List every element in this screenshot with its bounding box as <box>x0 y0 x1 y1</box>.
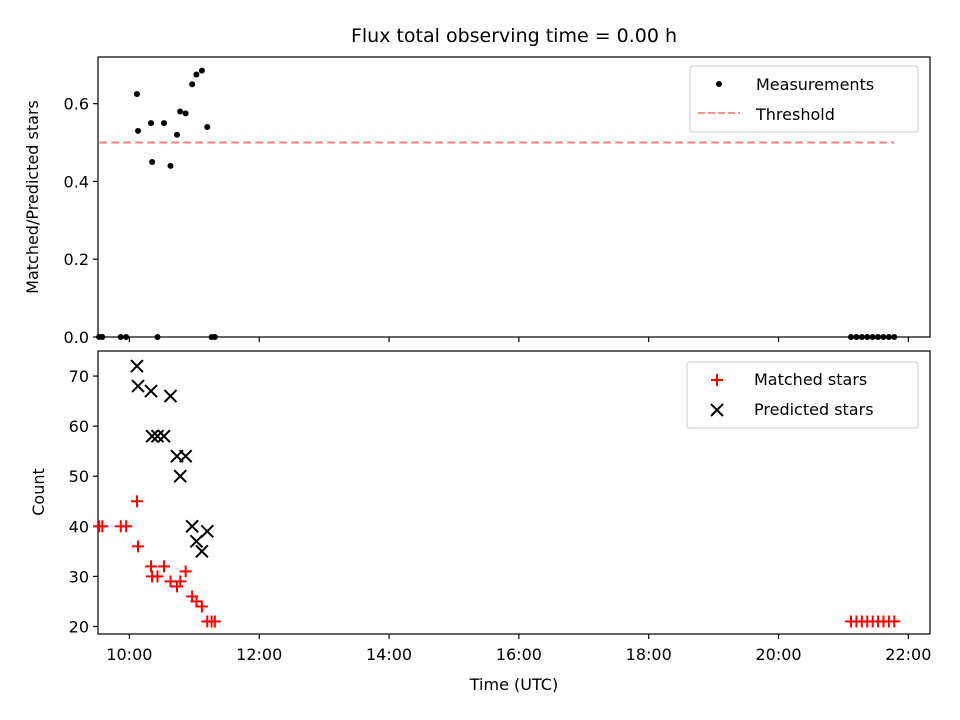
measurement-point <box>99 334 106 340</box>
matched-star-point <box>145 560 158 573</box>
x-tick-label: 16:00 <box>496 645 542 664</box>
bottom-plot-frame <box>97 350 931 635</box>
matched-star-point <box>132 540 145 553</box>
predicted-star-point <box>131 379 145 393</box>
y-tick-label: 40 <box>69 517 89 536</box>
matched-star-point <box>120 520 133 533</box>
top-y-axis-label: Matched/Predicted stars <box>23 100 42 294</box>
predicted-star-point <box>144 384 158 398</box>
matched-star-point <box>157 560 170 573</box>
y-tick-label: 0.2 <box>64 250 89 269</box>
matched-star-point <box>174 575 187 588</box>
top-axis-ticks: 0.0 0.2 0.4 0.6 <box>64 95 909 347</box>
measurement-point <box>211 334 218 340</box>
x-axis-label: Time (UTC) <box>469 675 558 694</box>
top-plot-frame <box>97 56 931 338</box>
measurement-point <box>869 334 876 340</box>
x-tick-label: 18:00 <box>626 645 672 664</box>
measurement-point <box>885 334 892 340</box>
measurement-point <box>880 334 887 340</box>
y-tick-label: 60 <box>69 417 89 436</box>
matched-star-point <box>151 570 164 583</box>
top-plot-marks <box>96 67 898 340</box>
y-tick-label: 0.6 <box>64 95 89 114</box>
top-legend: Measurements Threshold <box>689 65 919 133</box>
measurement-point <box>198 67 205 74</box>
legend-matched-marker <box>711 374 723 386</box>
legend-measurements-label: Measurements <box>756 75 874 94</box>
bottom-plot-marks <box>93 359 901 628</box>
measurement-point <box>848 334 855 340</box>
predicted-star-point <box>178 449 193 463</box>
predicted-star-point <box>157 429 171 443</box>
measurement-point <box>133 90 140 97</box>
measurement-point <box>177 108 184 115</box>
bottom-y-axis-label: Count <box>29 468 48 516</box>
y-tick-label: 70 <box>69 367 89 386</box>
matched-star-point <box>888 615 901 628</box>
x-tick-label: 14:00 <box>366 645 412 664</box>
bottom-panel: 20 30 40 50 60 70 10:00 12:00 14:00 16:00 18:00 20:… <box>29 350 932 694</box>
measurement-point <box>167 162 174 169</box>
predicted-star-point <box>145 429 159 443</box>
predicted-star-point <box>195 544 209 559</box>
legend-threshold-label: Threshold <box>755 105 835 124</box>
measurement-point <box>117 334 124 340</box>
measurement-point <box>189 81 196 88</box>
top-legend-box <box>689 65 919 133</box>
y-tick-label: 0.0 <box>64 328 89 347</box>
measurement-point <box>864 334 871 340</box>
legend-measurements-marker <box>716 81 722 87</box>
predicted-star-point <box>185 519 199 534</box>
x-tick-label: 10:00 <box>106 645 152 664</box>
measurement-point <box>123 334 130 340</box>
measurement-point <box>193 71 200 78</box>
chart-title: Flux total observing time = 0.00 h <box>351 25 677 47</box>
measurement-point <box>173 131 180 138</box>
x-tick-label: 12:00 <box>236 645 282 664</box>
predicted-star-point <box>189 534 204 549</box>
predicted-star-point <box>173 469 187 483</box>
x-tick-label: 22:00 <box>885 645 931 664</box>
predicted-star-point <box>163 389 178 403</box>
measurement-point <box>875 334 882 340</box>
matched-star-point <box>179 565 192 578</box>
y-tick-label: 0.4 <box>64 172 89 191</box>
top-panel: 0.0 0.2 0.4 0.6 Matched/Predicted stars Mea… <box>23 56 931 347</box>
matched-star-point <box>96 520 109 533</box>
matched-star-point <box>195 600 208 613</box>
matched-star-point <box>208 615 221 628</box>
measurement-point <box>160 120 167 127</box>
predicted-star-point <box>200 524 214 539</box>
measurement-point <box>149 159 156 165</box>
measurement-point <box>858 334 865 340</box>
bottom-legend: Matched stars Predicted stars <box>686 361 919 429</box>
matched-star-point <box>130 495 143 508</box>
measurement-point <box>148 120 155 127</box>
y-tick-label: 30 <box>69 567 89 586</box>
measurement-point <box>154 334 161 340</box>
bottom-legend-box <box>686 361 919 429</box>
legend-matched-label: Matched stars <box>754 370 867 389</box>
measurement-point <box>182 110 189 117</box>
measurement-point <box>853 334 860 340</box>
x-tick-label: 20:00 <box>755 645 801 664</box>
measurement-point <box>135 127 142 134</box>
measurement-point <box>204 124 211 130</box>
bottom-axis-ticks: 20 30 40 50 60 70 10:00 12:00 14:00 16:00 18:00 20:… <box>69 367 932 664</box>
legend-predicted-label: Predicted stars <box>754 400 874 419</box>
legend-predicted-marker <box>710 403 724 417</box>
y-tick-label: 50 <box>69 467 89 486</box>
measurement-point <box>891 334 898 340</box>
y-tick-label: 20 <box>69 617 89 636</box>
predicted-star-point <box>150 429 165 443</box>
matched-star-point <box>190 595 203 608</box>
predicted-star-point <box>130 359 144 373</box>
